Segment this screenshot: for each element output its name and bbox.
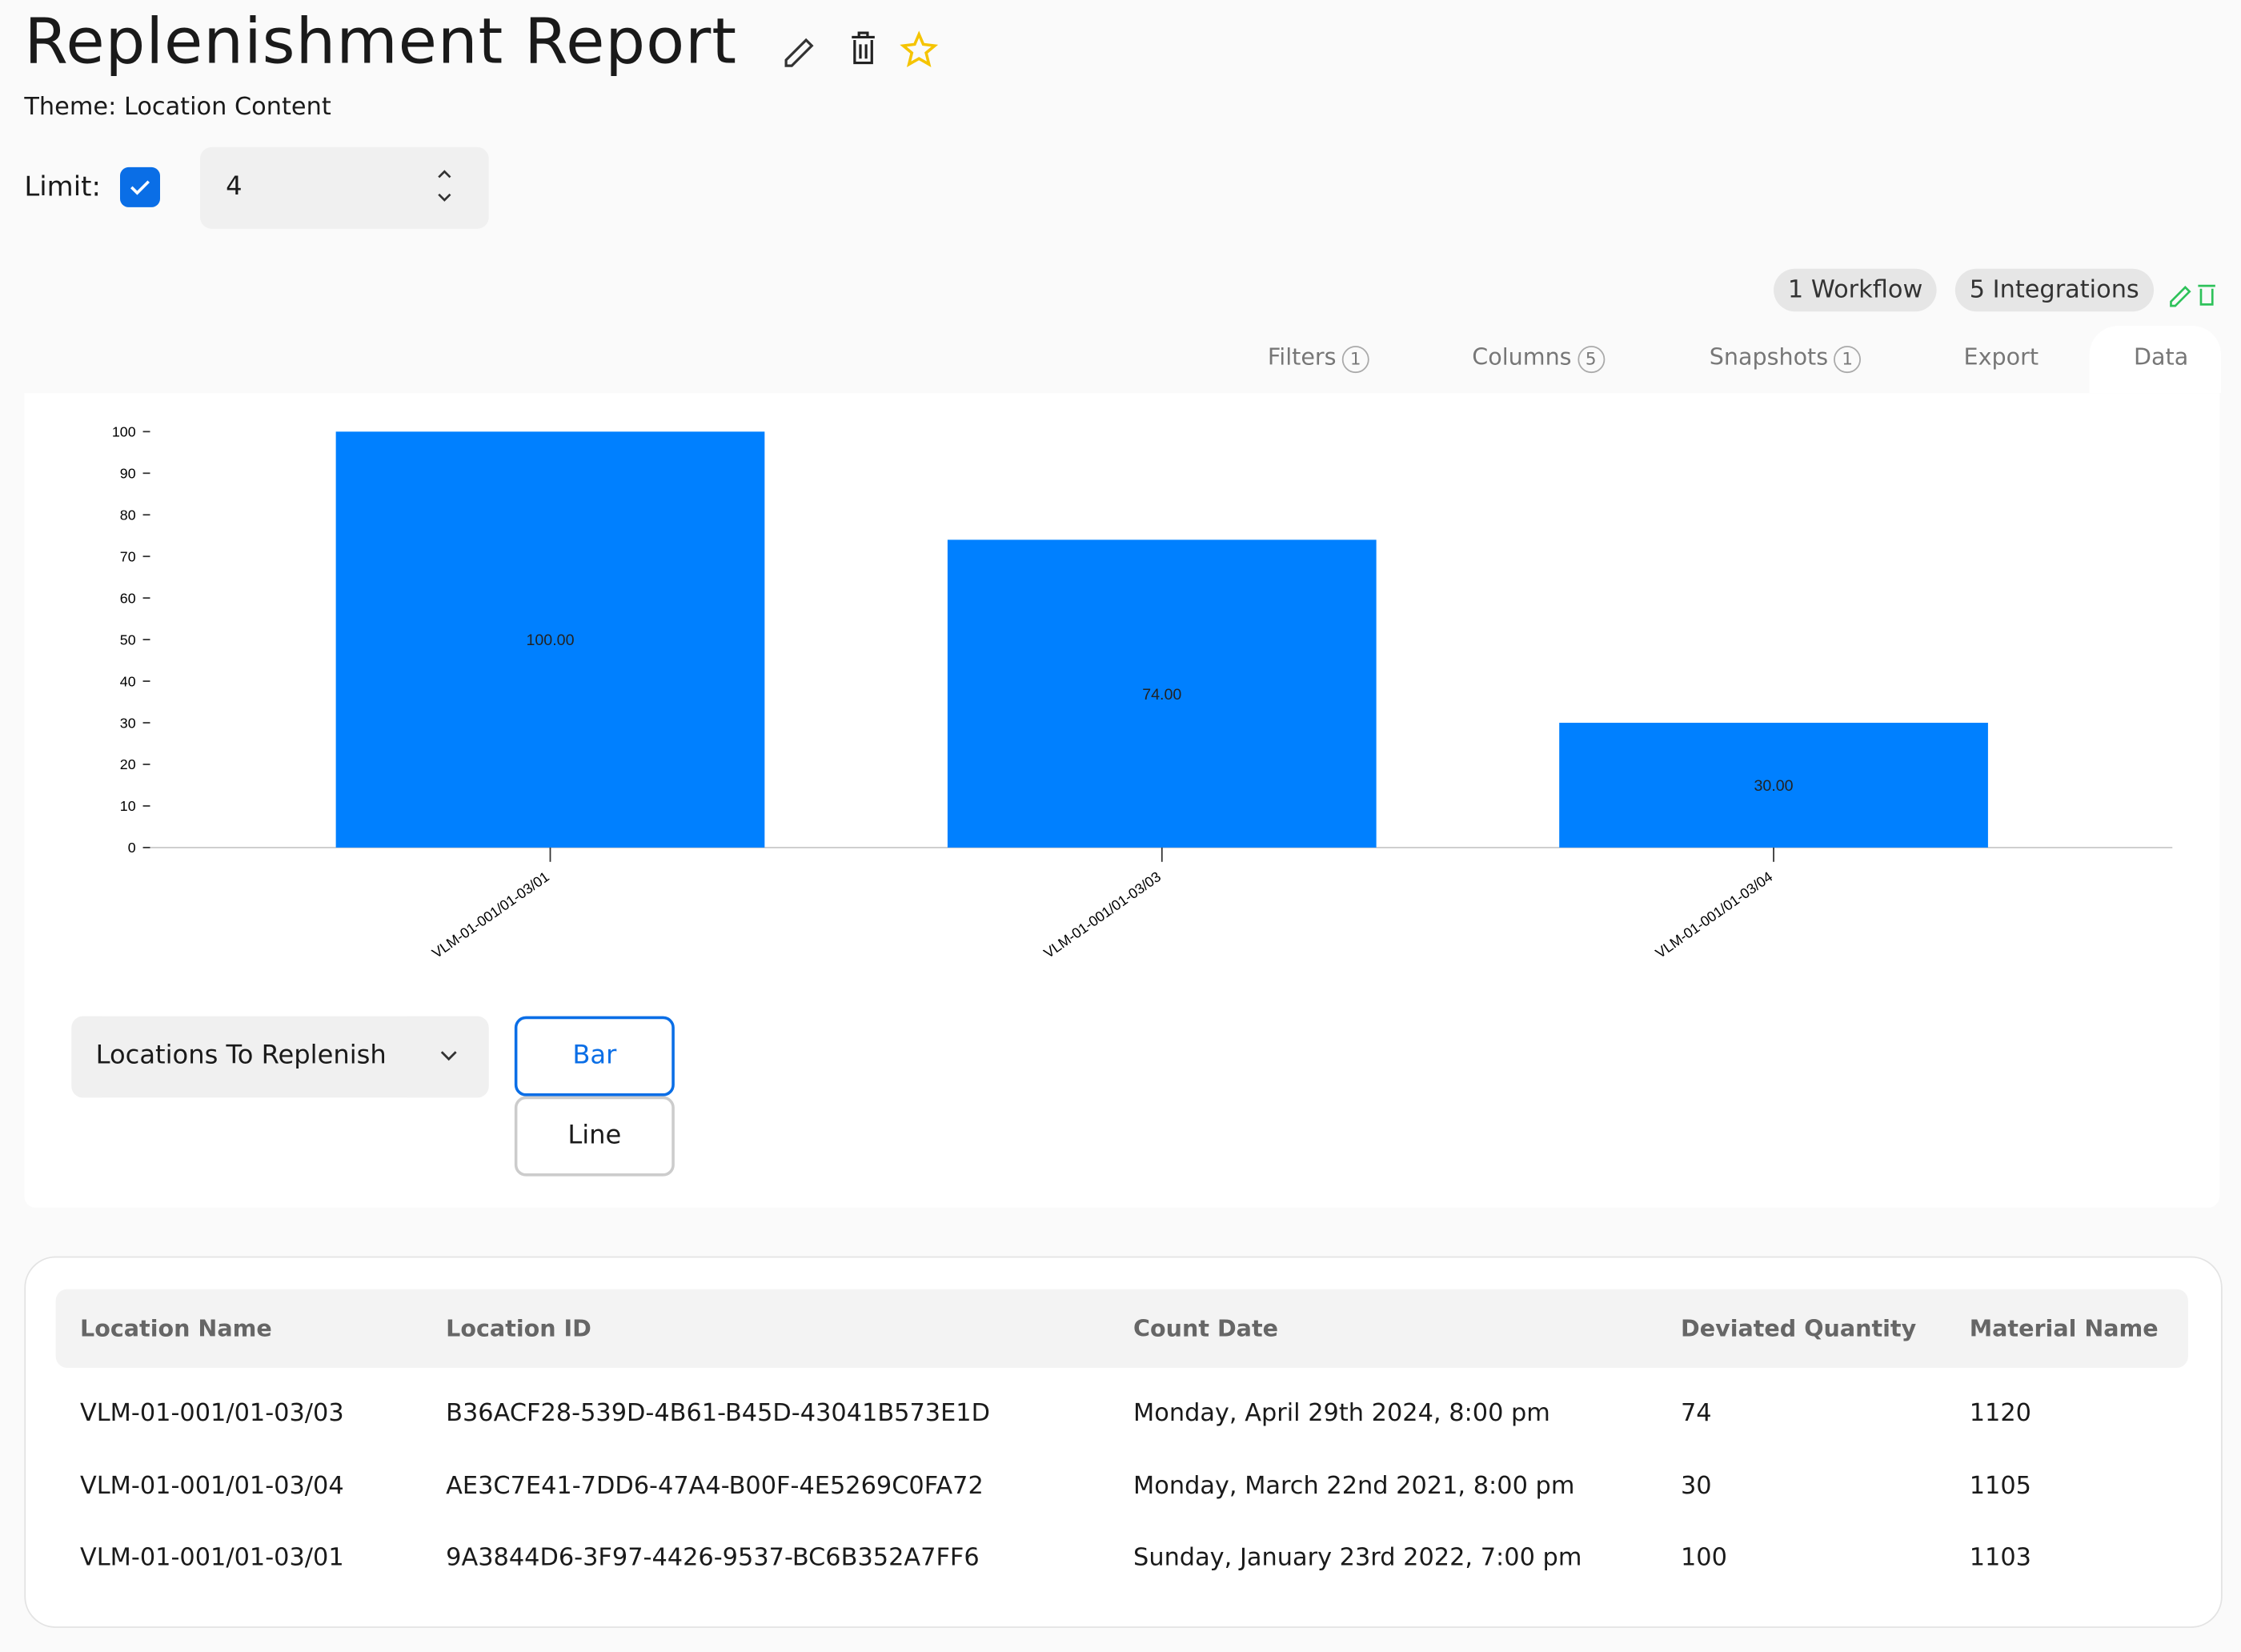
- column-header: Count Date: [1133, 1314, 1278, 1342]
- line-button[interactable]: Line: [514, 1096, 675, 1177]
- integrations-badge[interactable]: 5 Integrations: [1954, 268, 2154, 312]
- delete-icon[interactable]: [2198, 284, 2215, 306]
- favorite-icon[interactable]: [900, 30, 939, 67]
- table-cell: VLM-01-001/01-03/04: [79, 1471, 344, 1501]
- badge-icons: [2170, 284, 2215, 307]
- table-cell: VLM-01-001/01-03/01: [79, 1543, 344, 1573]
- y-tick-label: 0: [128, 840, 136, 856]
- limit-value: 4: [226, 171, 243, 202]
- y-tick-label: 30: [120, 715, 136, 731]
- tab-count: 5: [1577, 346, 1605, 374]
- tab-label: Columns: [1472, 343, 1572, 371]
- limit-input[interactable]: 4: [199, 146, 489, 229]
- check-icon: [130, 180, 150, 195]
- tab-label: Snapshots: [1709, 343, 1829, 371]
- column-header: Location ID: [446, 1314, 591, 1342]
- y-tick-label: 20: [120, 756, 136, 772]
- column-header: Material Name: [1969, 1314, 2159, 1342]
- table-cell: 9A3844D6-3F97-4426-9537-BC6B352A7FF6: [446, 1543, 980, 1573]
- y-tick-label: 80: [120, 507, 136, 523]
- limit-checkbox[interactable]: [119, 166, 160, 207]
- value-label: 30.00: [1754, 777, 1793, 795]
- table-cell: 1103: [1969, 1543, 2031, 1573]
- chart: 0 10 20 30 40 50 60 70 80 90 100 VLM-01-001/01-03/0…: [112, 424, 2173, 961]
- table-cell: 30: [1680, 1471, 1712, 1501]
- report-title: Replenishment Report: [24, 6, 737, 79]
- table-cell: 1120: [1969, 1399, 2031, 1428]
- bar: [947, 539, 1377, 848]
- tab-label: Filters: [1267, 343, 1337, 371]
- table-cell: Monday, April 29th 2024, 8:00 pm: [1133, 1399, 1550, 1428]
- bar-button[interactable]: Bar: [514, 1016, 675, 1097]
- tab[interactable]: Export: [1964, 343, 2039, 371]
- y-tick-label: 90: [120, 465, 136, 481]
- tab[interactable]: Snapshots 1: [1709, 343, 1862, 374]
- tab-count: 1: [1341, 346, 1369, 374]
- tab[interactable]: Filters 1: [1267, 343, 1369, 374]
- column-header: Deviated Quantity: [1680, 1314, 1917, 1342]
- bar: [1559, 723, 1988, 848]
- y-tick-label: 100: [112, 424, 136, 440]
- table-cell: VLM-01-001/01-03/03: [79, 1399, 344, 1428]
- table-cell: 74: [1680, 1399, 1712, 1428]
- table-cell: AE3C7E41-7DD6-47A4-B00F-4E5269C0FA72: [446, 1471, 984, 1501]
- table-header: [55, 1289, 2188, 1368]
- table-cell: 1105: [1969, 1471, 2031, 1501]
- y-tick-label: 10: [120, 798, 136, 814]
- stepper[interactable]: [435, 164, 455, 207]
- title-icons: [784, 30, 939, 67]
- y-tick-label: 70: [120, 548, 136, 564]
- table-cell: B36ACF28-539D-4B61-B45D-43041B573E1D: [446, 1399, 990, 1428]
- table-cell: Monday, March 22nd 2021, 8:00 pm: [1133, 1471, 1575, 1501]
- workflow-badge[interactable]: 1 Workflow: [1774, 268, 1938, 312]
- x-tick-label: VLM-01-001/01-03/01: [429, 868, 552, 961]
- x-tick-label: VLM-01-001/01-03/03: [1040, 868, 1164, 961]
- edit-icon[interactable]: [784, 38, 814, 67]
- tab-label: Export: [1963, 343, 2039, 371]
- tab-count: 1: [1834, 346, 1862, 374]
- table-cell: Sunday, January 23rd 2022, 7:00 pm: [1133, 1543, 1582, 1573]
- value-label: 74.00: [1142, 686, 1181, 704]
- y-tick-label: 40: [120, 673, 136, 689]
- tab-active[interactable]: Data: [2089, 326, 2221, 394]
- theme-label: Theme: Location Content: [24, 93, 331, 122]
- y-tick-label: 60: [120, 590, 136, 606]
- dataset-label: Locations To Replenish: [95, 1040, 387, 1071]
- column-header: Location Name: [79, 1314, 272, 1342]
- edit-icon[interactable]: [2170, 286, 2191, 307]
- x-tick-label: VLM-01-001/01-03/04: [1653, 868, 1776, 961]
- limit-label: Limit:: [24, 171, 101, 203]
- bar: [335, 431, 765, 848]
- tab[interactable]: Columns 5: [1472, 343, 1605, 374]
- delete-icon[interactable]: [852, 31, 875, 65]
- tab-label: Data: [2134, 343, 2189, 371]
- y-tick-label: 50: [120, 632, 136, 648]
- dataset-select[interactable]: Locations To Replenish: [71, 1016, 489, 1098]
- chevron: [440, 1051, 457, 1061]
- table-cell: 100: [1680, 1543, 1727, 1573]
- value-label: 100.00: [526, 632, 574, 649]
